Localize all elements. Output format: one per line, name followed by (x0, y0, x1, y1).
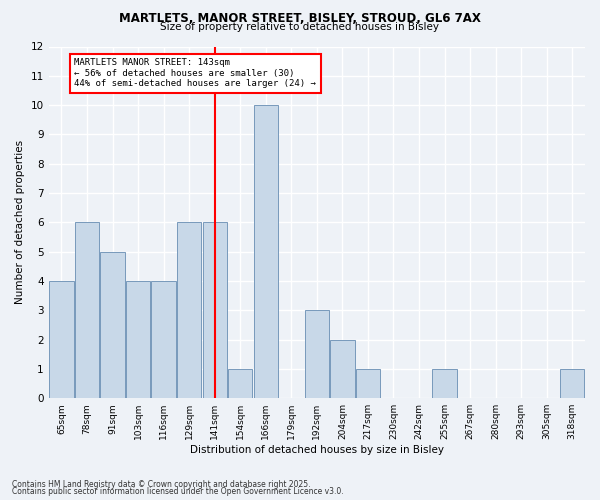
Bar (75, 222, 99, 398)
Bar (305, 310, 329, 398)
Bar (177, 222, 201, 398)
Bar (254, 105, 278, 398)
Bar (356, 369, 380, 398)
Bar (100, 252, 125, 398)
Bar (151, 281, 176, 398)
Bar (433, 369, 457, 398)
Text: MARTLETS MANOR STREET: 143sqm
← 56% of detached houses are smaller (30)
44% of s: MARTLETS MANOR STREET: 143sqm ← 56% of d… (74, 58, 316, 88)
Bar (126, 281, 150, 398)
Text: Contains HM Land Registry data © Crown copyright and database right 2025.: Contains HM Land Registry data © Crown c… (12, 480, 311, 489)
Text: Contains public sector information licensed under the Open Government Licence v3: Contains public sector information licen… (12, 488, 344, 496)
Bar (560, 369, 584, 398)
Bar (203, 222, 227, 398)
Bar (49, 281, 74, 398)
Text: Size of property relative to detached houses in Bisley: Size of property relative to detached ho… (161, 22, 439, 32)
X-axis label: Distribution of detached houses by size in Bisley: Distribution of detached houses by size … (190, 445, 444, 455)
Text: MARTLETS, MANOR STREET, BISLEY, STROUD, GL6 7AX: MARTLETS, MANOR STREET, BISLEY, STROUD, … (119, 12, 481, 26)
Bar (330, 340, 355, 398)
Bar (228, 369, 253, 398)
Y-axis label: Number of detached properties: Number of detached properties (15, 140, 25, 304)
